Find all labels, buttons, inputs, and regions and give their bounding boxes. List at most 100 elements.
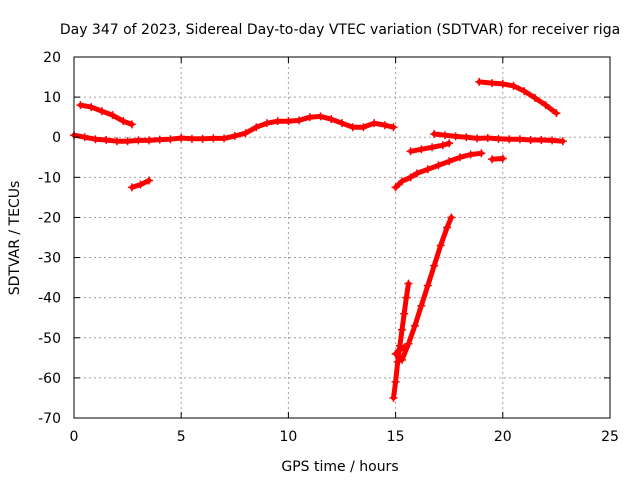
data-point	[348, 123, 357, 132]
data-point	[145, 136, 154, 145]
data-point	[488, 79, 497, 88]
data-point	[252, 123, 261, 132]
y-tick-label: 0	[52, 130, 61, 146]
data-point	[119, 117, 128, 126]
data-point	[123, 137, 132, 146]
data-point	[91, 135, 100, 144]
data-point	[428, 143, 437, 152]
data-point	[102, 136, 111, 145]
data-point	[417, 145, 426, 154]
data-point	[389, 393, 398, 402]
data-point	[127, 120, 136, 129]
data-point	[187, 134, 196, 143]
data-point	[230, 132, 239, 141]
data-point	[380, 121, 389, 130]
data-point	[108, 111, 117, 120]
data-point	[445, 157, 454, 166]
data-series-2	[76, 101, 136, 129]
data-point	[451, 132, 460, 141]
data-point	[389, 123, 398, 132]
data-series-10	[391, 343, 409, 358]
data-series-9	[389, 279, 413, 402]
data-series-3	[127, 176, 154, 192]
data-point	[391, 183, 400, 192]
data-point	[198, 134, 207, 143]
data-point	[177, 134, 186, 143]
data-point	[241, 129, 250, 138]
data-point	[423, 165, 432, 174]
data-point	[488, 155, 497, 164]
data-point	[455, 153, 464, 162]
data-point	[447, 213, 456, 222]
data-point	[404, 279, 413, 288]
y-tick-label: -60	[38, 371, 61, 387]
data-point	[393, 357, 402, 366]
data-point	[395, 345, 404, 354]
data-point	[404, 339, 413, 348]
data-point	[537, 136, 546, 145]
data-point	[305, 113, 314, 122]
data-point	[112, 137, 121, 146]
data-series-11	[398, 213, 456, 364]
data-point	[530, 93, 539, 102]
y-tick-label: 20	[43, 50, 61, 66]
data-point	[552, 109, 561, 118]
y-tick-label: -40	[38, 291, 61, 307]
data-series-1	[70, 112, 398, 146]
y-tick-label: -20	[38, 210, 61, 226]
data-point	[391, 377, 400, 386]
data-point	[473, 134, 482, 143]
y-tick-label: -70	[38, 411, 61, 427]
data-series-8	[475, 77, 561, 118]
data-point	[80, 133, 89, 142]
plot-frame	[73, 56, 611, 419]
data-point	[410, 321, 419, 330]
data-series-7	[430, 130, 567, 146]
data-point	[417, 301, 426, 310]
data-point	[558, 137, 567, 146]
data-point	[398, 355, 407, 364]
data-point	[209, 134, 218, 143]
data-point	[498, 79, 507, 88]
x-tick-label: 10	[279, 429, 297, 445]
data-point	[526, 136, 535, 145]
data-series-4	[391, 149, 486, 192]
data-point	[220, 134, 229, 143]
chart-title: Day 347 of 2023, Sidereal Day-to-day VTE…	[60, 22, 620, 38]
data-point	[398, 177, 407, 186]
data-point	[509, 81, 518, 90]
data-point	[406, 147, 415, 156]
data-point	[97, 107, 106, 116]
data-point	[434, 161, 443, 170]
x-tick-label: 20	[494, 429, 512, 445]
data-point	[406, 173, 415, 182]
x-tick-label: 25	[601, 429, 619, 445]
data-point	[155, 135, 164, 144]
data-point	[145, 176, 154, 185]
data-point	[440, 131, 449, 140]
data-point	[494, 134, 503, 143]
data-point	[498, 154, 507, 163]
data-point	[136, 180, 145, 189]
x-axis-label: GPS time / hours	[281, 459, 398, 475]
data-point	[483, 134, 492, 143]
data-point	[430, 261, 439, 270]
data-series-6	[406, 139, 454, 156]
data-point	[166, 135, 175, 144]
data-point	[398, 325, 407, 334]
data-point	[515, 135, 524, 144]
x-tick-label: 0	[70, 429, 79, 445]
data-point	[273, 117, 282, 126]
data-point	[430, 130, 439, 139]
y-axis-label: SDTVAR / TECUs	[7, 181, 23, 296]
data-point	[477, 149, 486, 158]
data-trace	[393, 150, 484, 190]
x-tick-label: 5	[177, 429, 186, 445]
data-point	[541, 101, 550, 110]
data-point	[475, 77, 484, 86]
data-point	[438, 141, 447, 150]
data-point	[262, 119, 271, 128]
data-point	[548, 136, 557, 145]
